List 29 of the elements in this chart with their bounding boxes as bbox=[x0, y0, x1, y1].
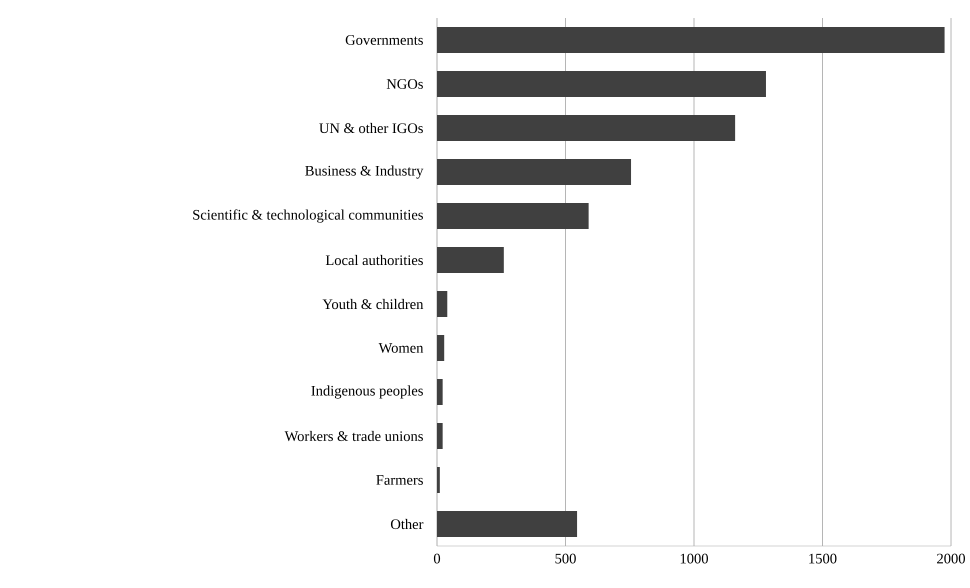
bar bbox=[437, 203, 589, 229]
bar bbox=[437, 423, 443, 449]
y-tick-label: Youth & children bbox=[322, 298, 424, 310]
bar bbox=[437, 291, 448, 317]
bar bbox=[437, 70, 766, 97]
bar bbox=[437, 379, 443, 405]
x-tick-label: 2000 bbox=[937, 554, 965, 564]
bar bbox=[437, 511, 578, 537]
y-tick-label: Other bbox=[390, 518, 424, 530]
y-tick-label: UN & other IGOs bbox=[319, 122, 423, 134]
x-tick-label: 500 bbox=[555, 554, 576, 564]
y-tick-label: Women bbox=[378, 343, 424, 353]
y-tick-label: Indigenous peoples bbox=[311, 385, 423, 399]
y-tick-label: Scientific & technological communities bbox=[193, 209, 423, 223]
y-tick-label: Governments bbox=[346, 35, 423, 45]
bar bbox=[437, 26, 945, 53]
y-tick-label: Business & Industry bbox=[305, 165, 424, 179]
y-tick-label: Workers & trade unions bbox=[284, 430, 423, 442]
bar bbox=[437, 247, 504, 273]
x-tick-label: 1000 bbox=[680, 554, 708, 564]
bar bbox=[437, 467, 440, 493]
bar bbox=[437, 335, 444, 361]
bar bbox=[437, 114, 736, 141]
y-tick-label: Local authorities bbox=[326, 254, 423, 266]
bar bbox=[437, 158, 632, 185]
y-tick-label: NGOs bbox=[386, 79, 423, 89]
x-tick-label: 1500 bbox=[809, 554, 836, 564]
y-tick-label: Farmers bbox=[376, 475, 423, 485]
x-tick-label: 0 bbox=[434, 554, 440, 564]
